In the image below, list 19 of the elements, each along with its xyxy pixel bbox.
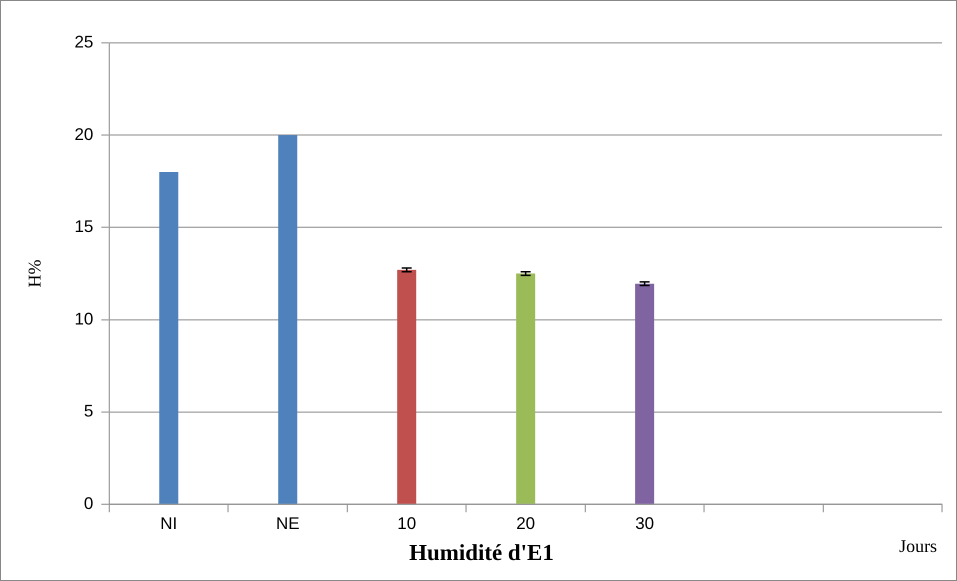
y-tick-label: 0 [84,494,94,513]
x-tick-label: NI [160,514,178,534]
y-tick-label: 25 [74,32,94,52]
y-tick-label: 10 [74,309,94,328]
y-tick-label: 20 [74,124,94,144]
y-axis-title: H% [24,260,44,288]
text: Humidité d'E1 [409,540,554,566]
x-tick-label: 30 [635,514,654,534]
bar [635,284,654,504]
y-tick-label: 5 [84,402,94,421]
x-tick-label: 20 [516,514,536,534]
x-axis-title: Jours [899,536,938,556]
bar [278,135,298,504]
bar [159,172,178,504]
bar [516,274,536,504]
x-tick-label: NE [276,514,300,534]
x-tick-label: 10 [397,514,416,534]
bar [397,270,416,504]
y-tick-label: 15 [74,217,94,236]
